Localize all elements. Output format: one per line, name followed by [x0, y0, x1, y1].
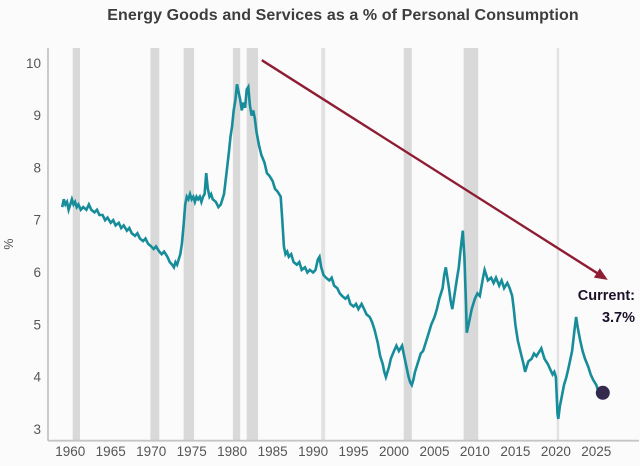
recession-band: [321, 48, 326, 441]
x-tick-label: 1970: [136, 444, 166, 459]
x-tick-label: 1960: [55, 444, 85, 459]
current-annotation: Current: 3.7%: [578, 285, 635, 330]
energy-share-line: [60, 82, 601, 420]
x-tick-label: 2020: [541, 444, 571, 459]
y-tick-label: 4: [33, 370, 41, 385]
y-tick-label: 9: [33, 108, 41, 123]
recession-band: [150, 48, 160, 441]
x-tick-label: 2005: [419, 444, 449, 459]
x-tick-label: 1965: [96, 444, 126, 459]
y-tick-label: 10: [26, 56, 41, 71]
x-tick-label: 2025: [581, 444, 611, 459]
recession-band: [72, 48, 80, 441]
recession-band: [556, 48, 560, 441]
x-tick-label: 2010: [460, 444, 490, 459]
x-tick-label: 2015: [500, 444, 530, 459]
recession-band: [232, 48, 241, 441]
current-annotation-value: 3.7%: [601, 310, 635, 327]
trend-arrow: [261, 59, 606, 279]
recession-band: [463, 48, 479, 441]
y-tick-label: 8: [33, 160, 41, 175]
x-tick-label: 2000: [379, 444, 409, 459]
y-axis-title: %: [2, 238, 16, 249]
current-value-dot: [595, 385, 610, 400]
recession-band: [403, 48, 412, 441]
current-annotation-label: Current:: [577, 288, 635, 304]
trend-arrowhead: [593, 268, 608, 280]
y-tick-label: 7: [33, 213, 41, 228]
chart-title: Energy Goods and Services as a % of Pers…: [107, 7, 579, 24]
y-tick-label: 6: [33, 265, 41, 280]
y-tick-label: 5: [33, 317, 41, 332]
recession-band: [246, 48, 258, 441]
y-tick-label: 3: [33, 422, 41, 437]
recession-band: [183, 48, 195, 441]
x-tick-label: 1990: [298, 444, 328, 459]
x-tick-label: 1985: [258, 444, 288, 459]
x-tick-label: 1995: [338, 444, 368, 459]
x-tick-label: 1980: [217, 444, 247, 459]
x-tick-label: 1975: [177, 444, 207, 459]
